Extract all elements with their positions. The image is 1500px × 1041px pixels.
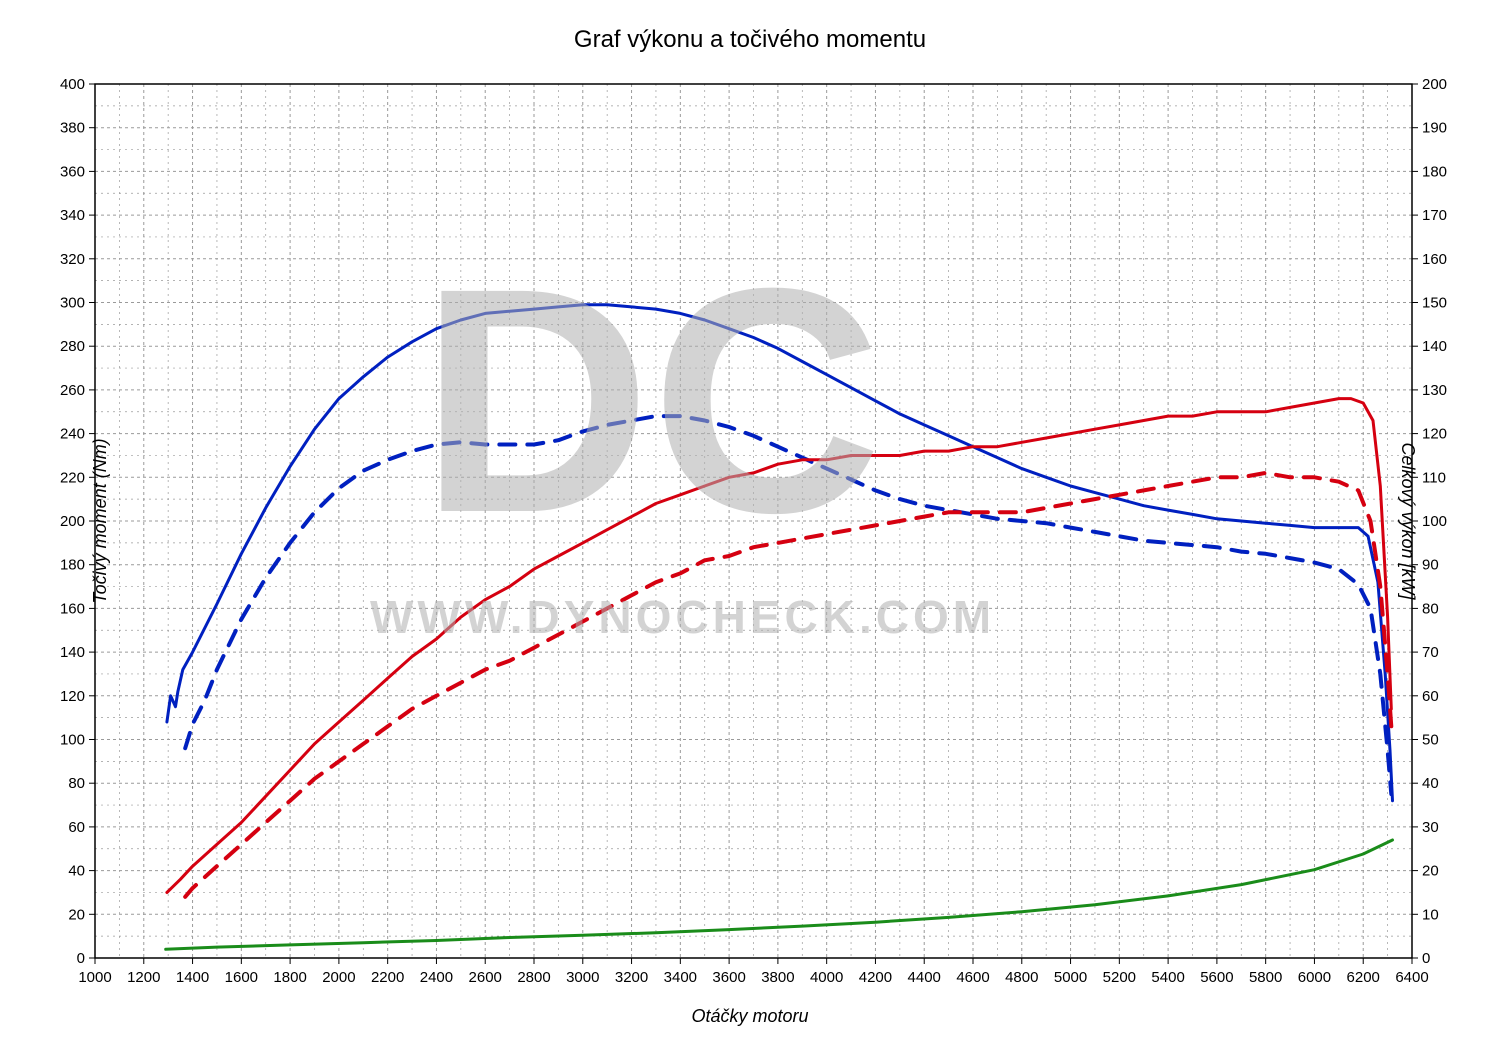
svg-text:30: 30: [1422, 819, 1439, 836]
svg-text:90: 90: [1422, 557, 1439, 574]
svg-text:6400: 6400: [1395, 969, 1428, 986]
svg-text:4400: 4400: [908, 969, 941, 986]
svg-text:20: 20: [68, 906, 85, 923]
svg-text:120: 120: [60, 688, 85, 705]
svg-text:3600: 3600: [712, 969, 745, 986]
svg-text:130: 130: [1422, 382, 1447, 399]
svg-text:5000: 5000: [1054, 969, 1087, 986]
series-torque_stock: [185, 416, 1391, 794]
svg-text:110: 110: [1422, 469, 1446, 486]
svg-text:160: 160: [1422, 251, 1447, 268]
svg-text:40: 40: [1422, 775, 1439, 792]
svg-text:6200: 6200: [1347, 969, 1380, 986]
series-loss: [166, 840, 1393, 949]
svg-text:300: 300: [60, 295, 85, 312]
y-right-axis-title: Celkový výkon [kW]: [1397, 442, 1418, 599]
svg-text:200: 200: [1422, 76, 1447, 93]
svg-text:3800: 3800: [761, 969, 794, 986]
series-power_tuned: [167, 399, 1391, 893]
svg-text:2200: 2200: [371, 969, 404, 986]
y-left-axis-title: Točivý moment (Nm): [90, 438, 111, 603]
svg-text:180: 180: [60, 557, 85, 574]
svg-text:5600: 5600: [1200, 969, 1233, 986]
chart-title: Graf výkonu a točivého momentu: [0, 26, 1500, 54]
svg-text:240: 240: [60, 426, 85, 443]
svg-text:100: 100: [60, 732, 85, 749]
svg-text:140: 140: [1422, 338, 1447, 355]
svg-text:200: 200: [60, 513, 85, 530]
svg-text:20: 20: [1422, 863, 1439, 880]
x-axis-title: Otáčky motoru: [0, 1006, 1500, 1027]
svg-text:2000: 2000: [322, 969, 355, 986]
chart-svg: 1000120014001600180020002200240026002800…: [0, 0, 1500, 1041]
svg-text:4800: 4800: [1005, 969, 1038, 986]
svg-text:3000: 3000: [566, 969, 599, 986]
svg-text:160: 160: [60, 600, 85, 617]
svg-text:70: 70: [1422, 644, 1439, 661]
svg-text:180: 180: [1422, 163, 1447, 180]
svg-text:190: 190: [1422, 120, 1447, 137]
svg-text:4200: 4200: [859, 969, 892, 986]
svg-text:40: 40: [68, 863, 85, 880]
svg-text:280: 280: [60, 338, 85, 355]
svg-text:320: 320: [60, 251, 85, 268]
svg-text:1200: 1200: [127, 969, 160, 986]
svg-text:170: 170: [1422, 207, 1447, 224]
dyno-chart: Graf výkonu a točivého momentu DC WWW.DY…: [0, 0, 1500, 1041]
svg-text:80: 80: [68, 775, 85, 792]
svg-text:50: 50: [1422, 732, 1439, 749]
svg-text:220: 220: [60, 469, 85, 486]
svg-text:6000: 6000: [1298, 969, 1331, 986]
svg-text:2800: 2800: [517, 969, 550, 986]
svg-text:5200: 5200: [1103, 969, 1136, 986]
svg-text:4000: 4000: [810, 969, 843, 986]
svg-text:380: 380: [60, 120, 85, 137]
svg-text:400: 400: [60, 76, 85, 93]
series-torque_tuned: [167, 305, 1393, 801]
svg-text:100: 100: [1422, 513, 1447, 530]
svg-text:1800: 1800: [273, 969, 306, 986]
svg-text:1400: 1400: [176, 969, 209, 986]
svg-text:10: 10: [1422, 906, 1439, 923]
svg-text:60: 60: [68, 819, 85, 836]
svg-text:2400: 2400: [420, 969, 453, 986]
svg-text:150: 150: [1422, 295, 1447, 312]
svg-text:5400: 5400: [1151, 969, 1184, 986]
svg-text:4600: 4600: [956, 969, 989, 986]
svg-text:0: 0: [1422, 950, 1430, 967]
svg-text:0: 0: [77, 950, 85, 967]
svg-text:360: 360: [60, 163, 85, 180]
svg-text:260: 260: [60, 382, 85, 399]
svg-text:120: 120: [1422, 426, 1447, 443]
series-power_stock: [185, 473, 1391, 897]
svg-text:2600: 2600: [469, 969, 502, 986]
svg-text:1000: 1000: [78, 969, 111, 986]
svg-text:140: 140: [60, 644, 85, 661]
svg-text:3200: 3200: [615, 969, 648, 986]
svg-text:60: 60: [1422, 688, 1439, 705]
svg-text:5800: 5800: [1249, 969, 1282, 986]
svg-text:1600: 1600: [225, 969, 258, 986]
svg-text:340: 340: [60, 207, 85, 224]
svg-text:80: 80: [1422, 600, 1439, 617]
svg-text:3400: 3400: [664, 969, 697, 986]
